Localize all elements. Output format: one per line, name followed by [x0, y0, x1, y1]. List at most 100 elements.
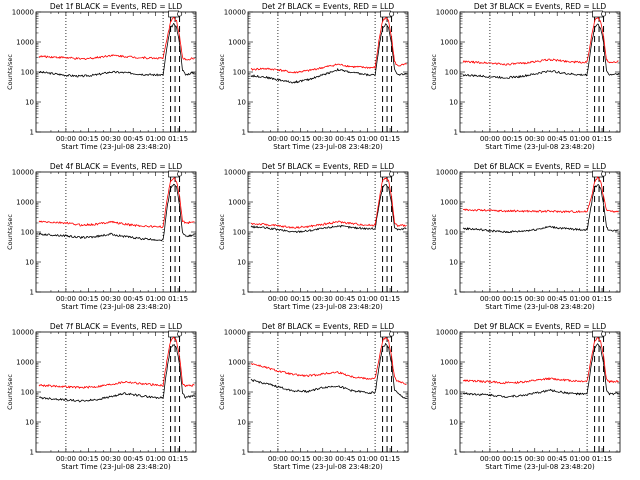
y-tick-label: 10000 [224, 9, 246, 17]
y-tick-label: 1 [454, 449, 458, 457]
x-tick-label: 00:00 [56, 455, 76, 463]
y-tick-label: 10 [25, 419, 34, 427]
axes-frame [459, 331, 621, 453]
x-axis-label: Start Time (23-Jul-08 23:48:20) [61, 463, 171, 471]
x-tick-label: 01:00 [358, 455, 378, 463]
y-tick-label: 1000 [228, 359, 246, 367]
chart-title: Det 8f BLACK = Events, RED = LLD [262, 322, 395, 331]
y-tick-label: 100 [445, 229, 458, 237]
plot-panel: Det 6f BLACK = Events, RED = LLD 1 10 100 10… [430, 162, 621, 311]
flare-marker [177, 331, 183, 337]
x-tick-label: 00:45 [335, 295, 355, 303]
events-series-line [250, 343, 407, 400]
y-tick-label: 10 [449, 419, 458, 427]
x-tick-label: 00:00 [268, 135, 288, 143]
y-tick-label: 1000 [16, 359, 34, 367]
y-tick-label: 100 [21, 69, 34, 77]
x-tick-label: 00:45 [123, 455, 143, 463]
x-tick-label: 00:30 [101, 135, 121, 143]
x-axis-label: Start Time (23-Jul-08 23:48:20) [273, 463, 383, 471]
x-tick-label: 01:00 [570, 455, 590, 463]
x-tick-label: 00:00 [56, 295, 76, 303]
y-tick-label: 10000 [224, 169, 246, 177]
y-tick-label: 1000 [440, 199, 458, 207]
x-tick-label: 00:15 [290, 135, 310, 143]
y-tick-label: 1 [30, 449, 34, 457]
axes-frame [459, 171, 621, 293]
y-axis-label: Counts/sec [430, 214, 438, 250]
events-series-line [462, 343, 619, 398]
x-tick-label: 00:30 [101, 295, 121, 303]
y-tick-label: 1000 [16, 199, 34, 207]
x-tick-label: 01:00 [146, 455, 166, 463]
chart-title: Det 7f BLACK = Events, RED = LLD [50, 322, 183, 331]
x-tick-label: 00:15 [78, 455, 98, 463]
x-tick-label: 01:15 [168, 455, 188, 463]
x-tick-label: 01:15 [380, 295, 400, 303]
y-tick-label: 10 [25, 99, 34, 107]
x-tick-label: 00:45 [547, 455, 567, 463]
y-tick-label: 1000 [440, 39, 458, 47]
x-tick-label: 00:15 [78, 135, 98, 143]
axes-frame [35, 171, 197, 293]
chart-title: Det 4f BLACK = Events, RED = LLD [50, 162, 183, 171]
x-tick-label: 01:15 [168, 135, 188, 143]
axes-frame [35, 11, 197, 133]
y-axis-label: Counts/sec [6, 54, 14, 90]
y-axis-label: Counts/sec [430, 374, 438, 410]
y-tick-label: 10000 [436, 9, 458, 17]
x-tick-label: 01:00 [570, 135, 590, 143]
events-series-line [38, 23, 195, 78]
events-series-line [462, 184, 619, 233]
y-tick-label: 1000 [16, 39, 34, 47]
flare-marker [389, 171, 395, 177]
y-tick-label: 100 [233, 69, 246, 77]
x-tick-label: 01:00 [146, 135, 166, 143]
x-tick-label: 01:15 [380, 455, 400, 463]
y-tick-label: 100 [233, 389, 246, 397]
chart-title: Det 3f BLACK = Events, RED = LLD [474, 2, 607, 11]
x-tick-label: 01:00 [358, 135, 378, 143]
axes-frame [35, 331, 197, 453]
chart-title: Det 1f BLACK = Events, RED = LLD [50, 2, 183, 11]
x-axis-label: Start Time (23-Jul-08 23:48:20) [485, 463, 595, 471]
axes-frame [459, 11, 621, 133]
lld-series-line [462, 337, 619, 385]
events-series-line [38, 344, 195, 403]
y-tick-label: 10 [237, 99, 246, 107]
x-tick-label: 00:00 [480, 455, 500, 463]
y-tick-label: 10000 [12, 329, 34, 337]
x-axis-label: Start Time (23-Jul-08 23:48:20) [61, 143, 171, 151]
x-tick-label: 00:30 [313, 455, 333, 463]
events-series-line [250, 23, 407, 84]
y-tick-label: 10000 [12, 9, 34, 17]
plot-panel: Det 9f BLACK = Events, RED = LLD 1 10 100 10… [430, 322, 621, 471]
events-series-line [250, 184, 407, 233]
x-tick-label: 00:15 [502, 135, 522, 143]
x-tick-label: 00:15 [290, 455, 310, 463]
x-tick-label: 01:15 [592, 455, 612, 463]
x-tick-label: 00:30 [101, 455, 121, 463]
x-tick-label: 00:00 [480, 295, 500, 303]
y-tick-label: 100 [21, 389, 34, 397]
x-tick-label: 00:45 [335, 135, 355, 143]
lld-series-line [250, 17, 407, 74]
x-tick-label: 01:00 [146, 295, 166, 303]
x-axis-label: Start Time (23-Jul-08 23:48:20) [485, 303, 595, 311]
x-axis-label: Start Time (23-Jul-08 23:48:20) [273, 143, 383, 151]
y-axis-label: Counts/sec [218, 54, 226, 90]
y-tick-label: 10 [449, 99, 458, 107]
plot-panel: Det 4f BLACK = Events, RED = LLD 1 10 100 10… [6, 162, 197, 311]
lld-series-line [38, 336, 195, 389]
axes-frame [247, 171, 409, 293]
x-axis-label: Start Time (23-Jul-08 23:48:20) [485, 143, 595, 151]
y-axis-label: Counts/sec [6, 374, 14, 410]
lld-series-line [250, 337, 407, 385]
flare-marker [177, 11, 183, 17]
y-tick-label: 10 [237, 419, 246, 427]
x-tick-label: 00:15 [502, 295, 522, 303]
y-axis-label: Counts/sec [218, 374, 226, 410]
x-tick-label: 00:45 [547, 135, 567, 143]
x-tick-label: 00:00 [480, 135, 500, 143]
lld-series-line [38, 17, 195, 61]
